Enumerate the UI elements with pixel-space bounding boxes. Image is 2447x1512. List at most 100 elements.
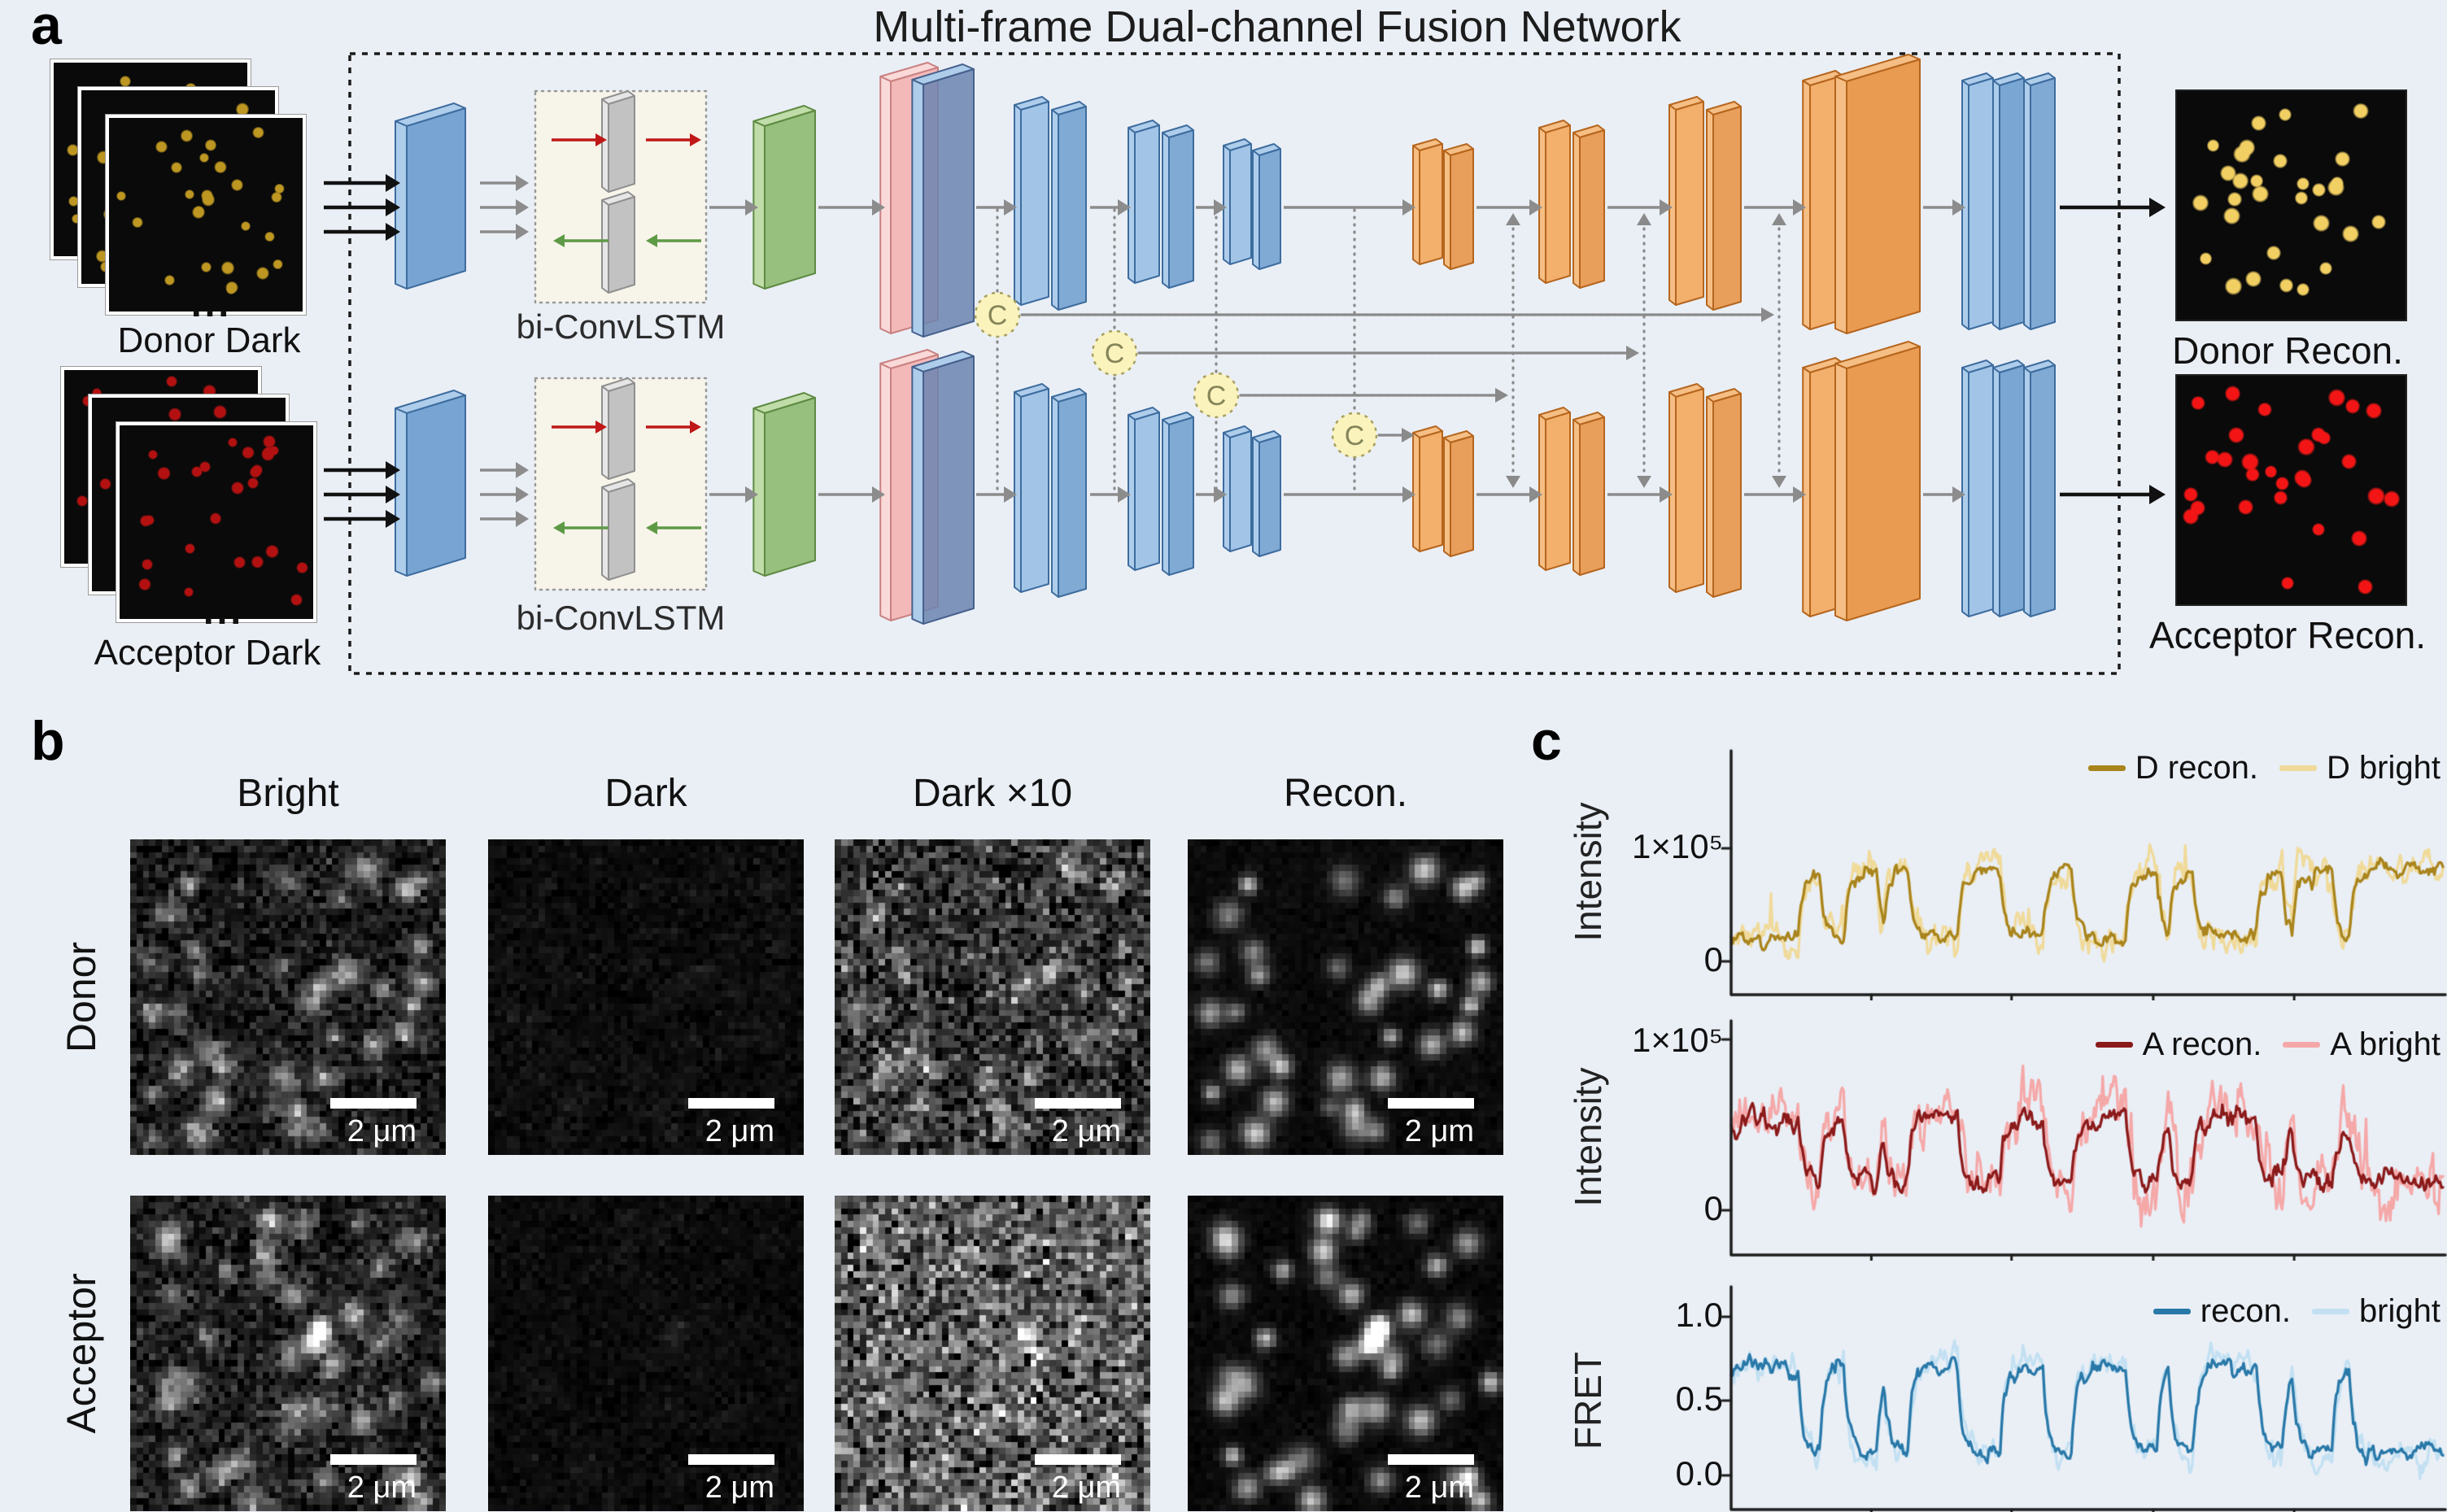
fluorophore-dot	[2296, 177, 2310, 191]
col-header-dark: Dark	[604, 772, 687, 815]
fluorophore-dot	[271, 191, 282, 203]
fluorophore-dot	[2327, 179, 2344, 196]
fluorophore-dot	[2199, 252, 2213, 265]
fluorophore-dot	[242, 447, 255, 460]
plot2-legend: A recon. A bright	[2095, 1026, 2440, 1063]
plot3-ytick-00: 0.0	[1675, 1454, 1723, 1492]
network-diagram: C C C C	[324, 52, 2166, 675]
acceptor-recon-label: Acceptor Recon.	[2148, 614, 2427, 656]
fluorophore-dot	[265, 544, 279, 559]
fluorophore-dot	[66, 143, 79, 156]
fluorophore-dot	[2217, 451, 2233, 468]
scalebar-label: 2 μm	[347, 1471, 417, 1505]
legend-label: bright	[2358, 1293, 2440, 1329]
fluorophore-dot	[2275, 476, 2290, 491]
scalebar	[1035, 1098, 1121, 1109]
fluorophore-dot	[164, 274, 176, 286]
fluorophore-dot	[225, 285, 236, 295]
fluorophore-dot	[132, 216, 143, 229]
fluorophore-dot	[2241, 453, 2259, 471]
fluorophore-dot	[249, 465, 262, 478]
legend-dash	[2279, 765, 2317, 771]
fluorophore-dot	[2237, 499, 2253, 515]
fluorophore-dot	[2279, 108, 2292, 122]
fluorophore-dot	[203, 384, 216, 398]
fluorophore-dot	[168, 407, 181, 421]
plot-acceptor-intensity	[1708, 1017, 2447, 1261]
scalebar	[1035, 1454, 1121, 1465]
svg-text:C: C	[988, 300, 1008, 331]
fluorophore-dot	[2206, 139, 2220, 152]
fluorophore-dot	[170, 161, 182, 173]
fluorophore-dot	[240, 221, 251, 232]
plot1-ytick-1e5: 1×10⁵	[1631, 827, 1723, 865]
fluorophore-dot	[2232, 172, 2249, 190]
donor-recon-label: Donor Recon.	[2172, 329, 2403, 372]
fluorophore-dot	[192, 205, 206, 219]
fluorophore-dot	[251, 556, 264, 569]
fluorophore-dot	[183, 586, 194, 598]
fluorophore-dot	[2183, 508, 2200, 525]
fluorophore-dot	[252, 127, 264, 139]
legend-dash	[2095, 1042, 2133, 1048]
panel-b-letter: b	[31, 710, 65, 772]
stack-frame	[116, 422, 316, 622]
fluorophore-dot	[2342, 224, 2360, 242]
fluorophore-dot	[116, 191, 127, 202]
scalebar-label: 2 μm	[704, 1114, 774, 1148]
fluorophore-dot	[230, 179, 243, 192]
fluorophore-dot	[2273, 490, 2288, 505]
legend-label: A recon.	[2142, 1026, 2262, 1062]
fluorophore-dot	[2245, 467, 2260, 482]
fluorophore-dot	[227, 437, 238, 448]
fluorophore-dot	[184, 543, 195, 555]
plot-donor-intensity	[1708, 732, 2447, 1000]
legend-label: A bright	[2330, 1026, 2440, 1062]
fluorophore-dot	[2351, 530, 2367, 547]
fluorophore-dot	[2367, 487, 2385, 505]
fluorophore-dot	[2223, 207, 2241, 225]
fluorophore-dot	[264, 231, 275, 242]
stack-frame	[106, 115, 306, 315]
fluorophore-dot	[235, 102, 250, 116]
fluorophore-dot	[2341, 453, 2358, 469]
input-stack-acceptor-dark	[61, 367, 321, 627]
plot2-ytick-0: 0	[1601, 1189, 1723, 1228]
fluorophore-dot	[2334, 151, 2350, 168]
fluorophore-dot	[2366, 403, 2382, 419]
fluorophore-dot	[141, 559, 153, 571]
fluorophore-dot	[2311, 523, 2326, 537]
fluorophore-dot	[2227, 427, 2245, 444]
fluorophore-dot	[180, 129, 194, 142]
fluorophore-dot	[255, 266, 269, 280]
fluorophore-dot	[2245, 271, 2262, 288]
scalebar-label: 2 μm	[704, 1471, 774, 1505]
fluorophore-dot	[2319, 261, 2333, 275]
fluorophore-dot	[231, 481, 245, 495]
fluorophore-dot	[2227, 192, 2242, 207]
panel-a-letter: a	[31, 0, 62, 56]
fluorophore-dot	[274, 183, 285, 194]
fluorophore-dot	[290, 593, 303, 607]
fluorophore-dot	[2312, 215, 2330, 233]
fluorophore-dot	[209, 512, 222, 525]
fluorophore-dot	[213, 405, 228, 419]
fluorophore-dot	[2294, 191, 2309, 206]
fluorophore-dot	[2205, 449, 2220, 465]
fluorophore-dot	[2266, 246, 2281, 260]
legend-item: D bright	[2279, 750, 2440, 787]
legend-dash	[2311, 1309, 2349, 1314]
scalebar	[688, 1454, 774, 1465]
fluorophore-dot	[95, 250, 108, 263]
fluorophore-dot	[199, 461, 212, 473]
plot2-ytick-1e5: 1×10⁵	[1631, 1021, 1723, 1059]
fluorophore-dot	[2273, 154, 2288, 169]
legend-label: recon.	[2200, 1293, 2291, 1329]
donor-stack-ellipsis: ...	[190, 282, 233, 325]
col-header-bright: Bright	[237, 772, 339, 815]
fluorophore-dot	[2312, 183, 2327, 198]
acceptor-stack-ellipsis: ...	[203, 590, 245, 632]
plot3-ytick-10: 1.0	[1675, 1296, 1723, 1334]
fluorophore-dot	[2297, 283, 2310, 296]
